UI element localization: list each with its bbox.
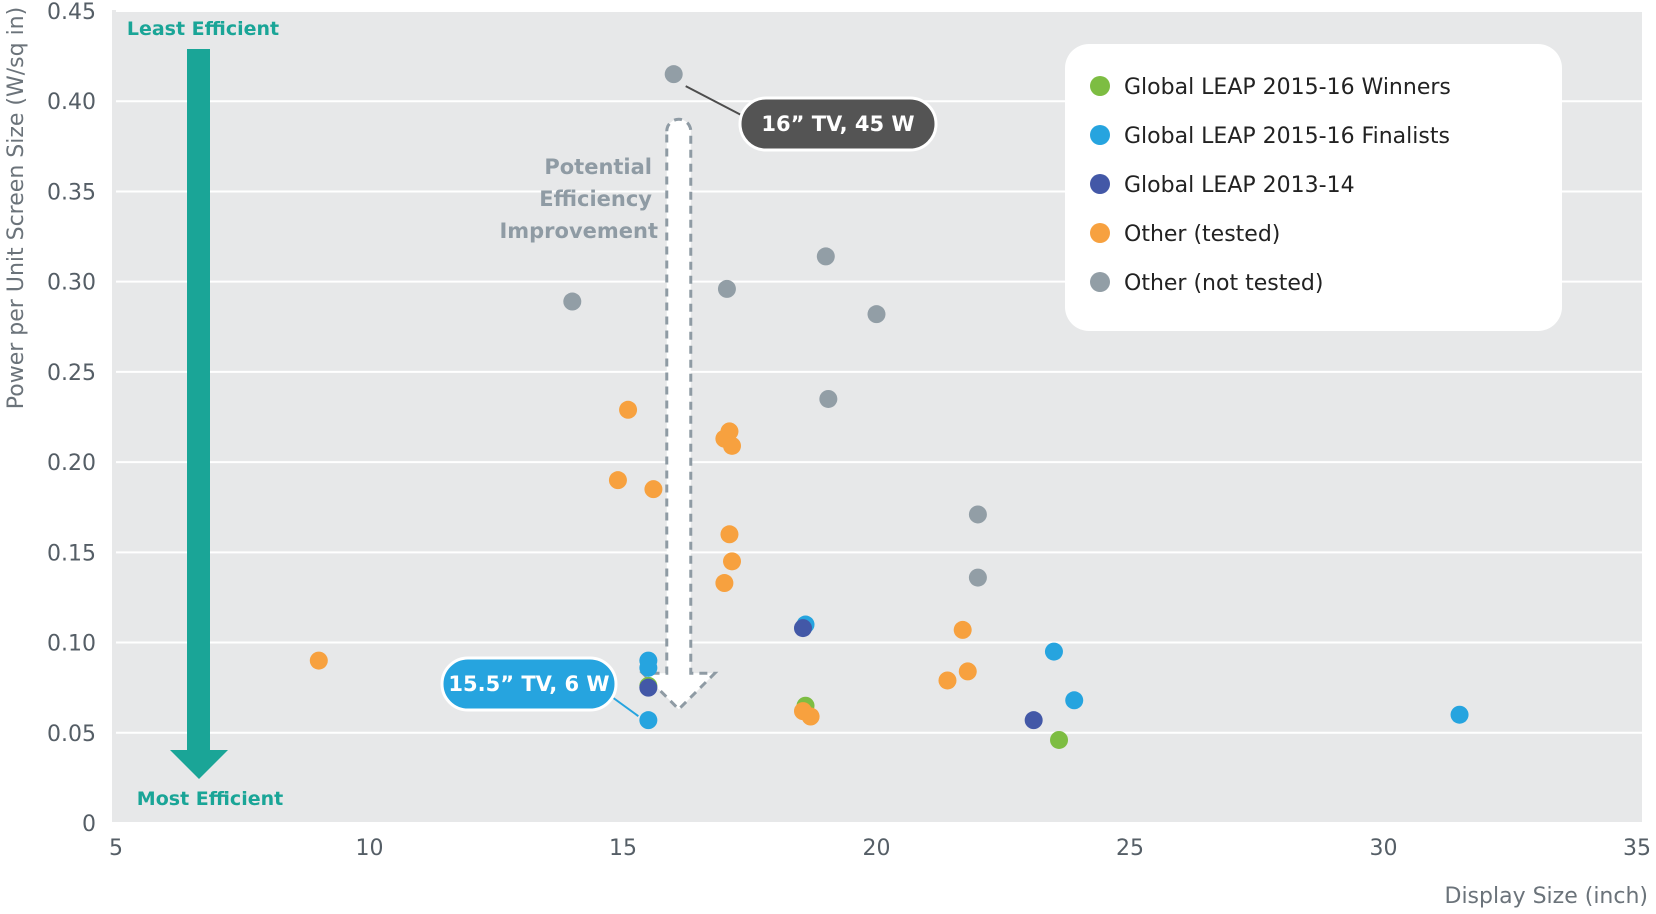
x-tick-label: 10 <box>356 836 384 861</box>
data-point <box>867 305 886 324</box>
legend-marker <box>1090 174 1110 194</box>
data-point <box>717 279 736 298</box>
legend-label: Global LEAP 2015-16 Winners <box>1124 75 1451 100</box>
y-tick-label: 0.15 <box>47 541 96 566</box>
legend: Global LEAP 2015-16 Winners Global LEAP 2… <box>1065 44 1562 331</box>
x-tick-label: 15 <box>609 836 637 861</box>
least-efficient-label: Least Efficient <box>127 18 279 40</box>
improvement-arrow <box>639 117 719 712</box>
legend-label: Other (not tested) <box>1124 271 1323 296</box>
data-point <box>309 651 328 670</box>
data-point <box>619 400 638 419</box>
arrow-shaft <box>187 49 210 750</box>
legend-label: Global LEAP 2015-16 Finalists <box>1124 124 1450 149</box>
data-point <box>563 292 582 311</box>
callout-16-inch-text: 16” TV, 45 W <box>761 112 914 136</box>
legend-marker <box>1090 76 1110 96</box>
y-tick-label: 0.25 <box>47 361 96 386</box>
y-tick-label: 0.40 <box>47 90 96 115</box>
y-tick-label: 0 <box>82 812 96 837</box>
x-tick-label: 20 <box>863 836 891 861</box>
legend-marker <box>1090 125 1110 145</box>
data-point <box>1450 705 1469 724</box>
data-points <box>309 65 1469 749</box>
legend-marker <box>1090 223 1110 243</box>
data-point <box>664 65 683 84</box>
data-point <box>639 678 658 697</box>
legend-marker <box>1090 272 1110 292</box>
y-tick-label: 0.30 <box>47 271 96 296</box>
legend-items: Global LEAP 2015-16 Winners Global LEAP 2… <box>1090 75 1451 296</box>
y-tick-label: 0.05 <box>47 722 96 747</box>
legend-box <box>1065 44 1562 331</box>
data-point <box>644 480 663 499</box>
improvement-label: Potential Efficiency Improvement <box>499 155 658 243</box>
legend-label: Global LEAP 2013-14 <box>1124 173 1355 198</box>
improvement-line-2: Efficiency <box>539 187 652 211</box>
data-point <box>715 574 734 593</box>
data-point <box>793 619 812 638</box>
data-point <box>723 552 742 571</box>
x-tick-label: 5 <box>109 836 123 861</box>
y-axis-title: Power per Unit Screen Size (W/sq in) <box>4 7 29 409</box>
data-point <box>639 658 658 677</box>
callout-16-inch: 16” TV, 45 W <box>685 85 938 152</box>
data-point <box>1044 642 1063 661</box>
callout-16-inch-box <box>738 96 938 152</box>
callout-15-5-inch-leader <box>611 696 639 717</box>
y-axis-ticks: 0 0.05 0.10 0.15 0.20 0.25 0.30 0.35 0.40 0.45 <box>47 0 96 837</box>
y-tick-label: 0.10 <box>47 632 96 657</box>
x-axis-title: Display Size (inch) <box>1445 884 1649 909</box>
data-point <box>723 436 742 455</box>
data-point <box>720 525 739 544</box>
data-point <box>720 422 739 441</box>
legend-label: Other (tested) <box>1124 222 1280 247</box>
data-point <box>1024 711 1043 730</box>
improvement-line-3: Improvement <box>499 219 658 243</box>
data-point <box>968 568 987 587</box>
efficiency-direction-arrow <box>170 49 228 779</box>
data-point <box>819 389 838 408</box>
y-tick-label: 0.20 <box>47 451 96 476</box>
x-tick-label: 25 <box>1116 836 1144 861</box>
x-axis-ticks: 5 10 15 20 25 30 35 <box>109 836 1651 861</box>
callout-16-inch-leader <box>685 85 746 118</box>
most-efficient-label: Most Efficient <box>137 788 283 810</box>
callout-15-5-inch-box <box>440 656 618 712</box>
data-point <box>1065 691 1084 710</box>
data-point <box>816 247 835 266</box>
y-tick-label: 0.35 <box>47 180 96 205</box>
data-point <box>608 471 627 490</box>
callout-15-5-inch: 15.5” TV, 6 W <box>440 656 639 717</box>
arrow-head <box>170 750 228 779</box>
data-point <box>953 620 972 639</box>
data-point <box>1050 730 1069 749</box>
x-tick-label: 30 <box>1370 836 1398 861</box>
improvement-line-1: Potential <box>544 155 652 179</box>
data-point <box>801 707 820 726</box>
improvement-arrow-shape <box>639 117 719 712</box>
y-tick-label: 0.45 <box>47 0 96 25</box>
data-point <box>958 662 977 681</box>
data-point <box>938 671 957 690</box>
data-point <box>639 711 658 730</box>
data-point <box>968 505 987 524</box>
callout-15-5-inch-text: 15.5” TV, 6 W <box>448 672 609 696</box>
x-tick-label: 35 <box>1623 836 1651 861</box>
